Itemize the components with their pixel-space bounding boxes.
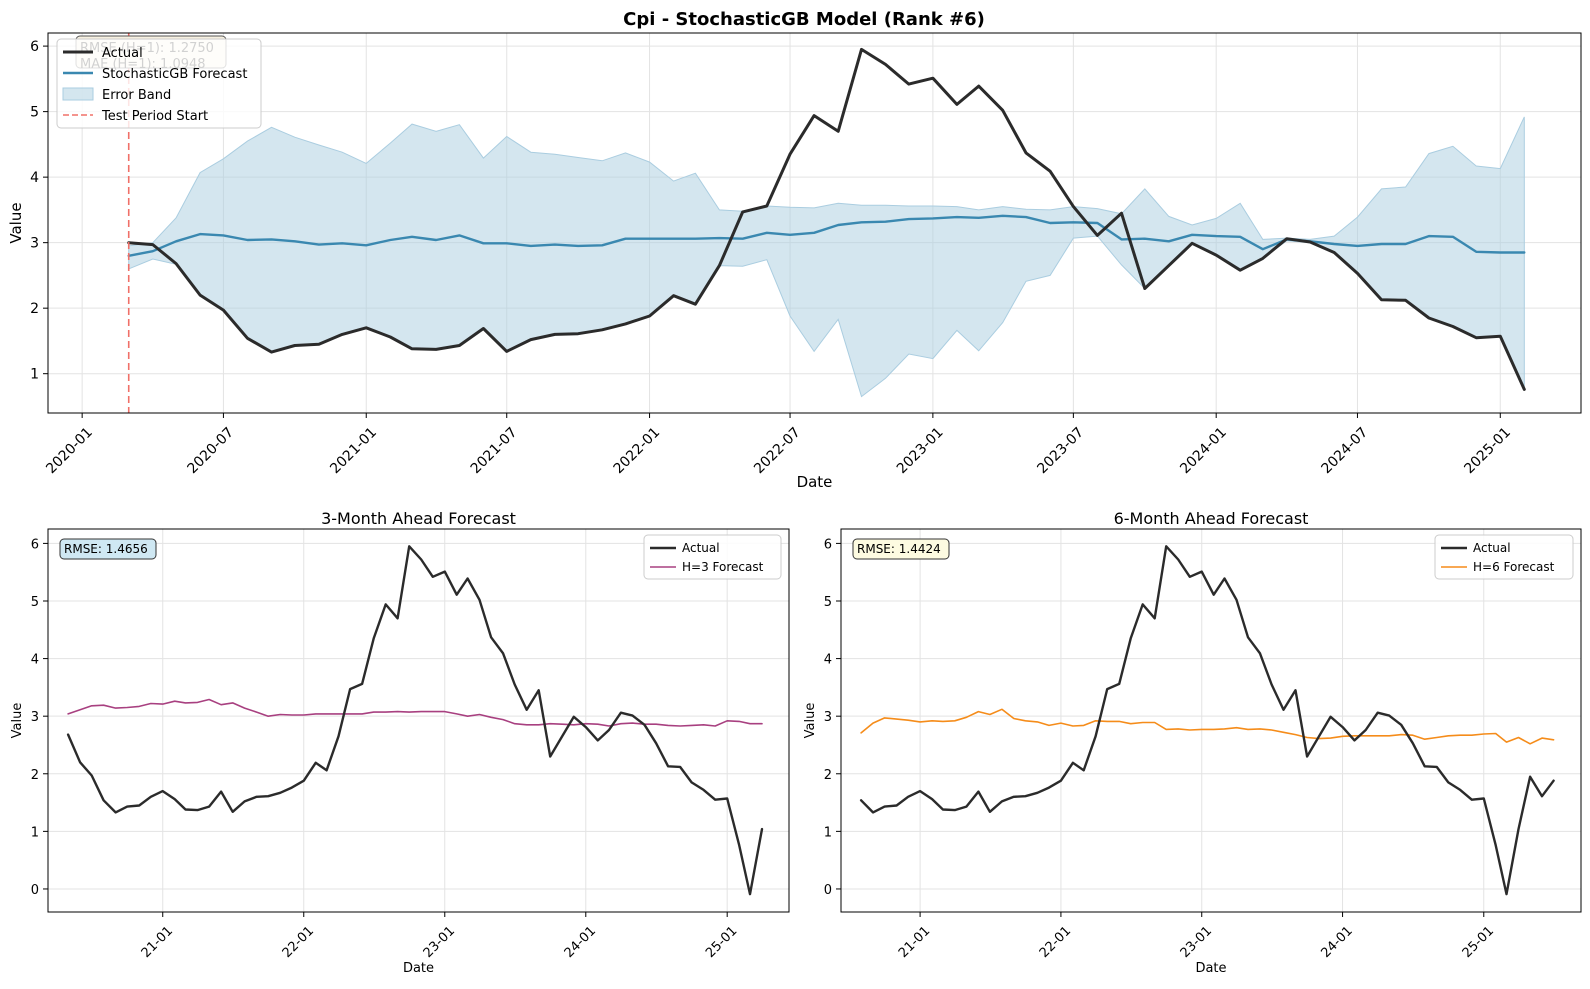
y-tick-label: 5	[30, 105, 39, 121]
figure-title: Cpi - StochasticGB Model (Rank #6)	[623, 9, 985, 30]
main-forecast-panel: 1 2 3 4 5 6 2020-01 2020-07 2021-01 2021-07 2022-0…	[7, 32, 1582, 491]
legend-label: StochasticGB Forecast	[102, 67, 247, 82]
x-tick-label: 25-01	[1460, 924, 1497, 961]
legend-box	[1434, 534, 1574, 580]
x-tick-label: 2024-01	[1177, 424, 1230, 477]
legend-label: Actual	[102, 46, 143, 61]
plot-frame	[840, 528, 1582, 913]
y-tick-label: 6	[31, 537, 39, 552]
legend-label: Error Band	[102, 88, 171, 103]
x-tick-label: 24-01	[1319, 924, 1356, 961]
rmse-annotation-text: RMSE: 1.4424	[857, 542, 941, 556]
y-tick-label: 5	[31, 595, 39, 610]
x-tick-label: 24-01	[562, 924, 599, 961]
subplot-title: 3-Month Ahead Forecast	[321, 509, 516, 528]
plot-frame	[47, 528, 790, 913]
rmse-annotation-box	[852, 538, 950, 560]
y-tick-label: 3	[824, 710, 832, 725]
y-tick-label: 2	[824, 768, 832, 783]
y-tick-label: 1	[824, 825, 832, 840]
y-tick-label: 1	[30, 367, 39, 383]
y-axis-label: Value	[10, 703, 25, 739]
x-tick-label: 2020-01	[43, 424, 96, 477]
y-tick-label: 2	[31, 768, 39, 783]
y-tick-label: 4	[30, 170, 39, 186]
legend-label: Actual	[682, 541, 720, 555]
y-axis-label: Value	[803, 703, 818, 739]
legend-box	[643, 534, 782, 580]
legend-swatch	[62, 87, 94, 101]
x-tick-label: 2022-01	[611, 424, 664, 477]
x-tick-label: 21-01	[139, 924, 176, 961]
y-tick-label: 5	[824, 595, 832, 610]
y-tick-label: 1	[31, 825, 39, 840]
x-tick-label: 23-01	[1178, 924, 1215, 961]
legend-label: H=6 Forecast	[1473, 560, 1555, 574]
y-tick-label: 2	[30, 301, 39, 317]
forecast-series-line	[67, 698, 763, 727]
y-tick-label: 4	[31, 653, 39, 668]
y-tick-label: 4	[824, 653, 832, 668]
x-axis-label: Date	[403, 961, 434, 976]
y-tick-label: 0	[824, 883, 832, 898]
rmse-annotation-box	[59, 538, 157, 560]
actual-series-line	[127, 47, 1526, 391]
x-axis-label: Date	[797, 473, 833, 491]
subplot-title: 6-Month Ahead Forecast	[1114, 509, 1309, 528]
x-tick-label: 2020-07	[185, 424, 238, 477]
legend-label: Actual	[1473, 541, 1511, 555]
x-tick-label: 25-01	[703, 924, 740, 961]
actual-series-line	[859, 545, 1555, 896]
y-axis-label: Value	[7, 202, 25, 243]
x-tick-label: 2021-01	[327, 424, 380, 477]
y-tick-label: 3	[30, 236, 39, 252]
error-band	[128, 116, 1525, 398]
y-tick-label: 0	[31, 883, 39, 898]
rmse-annotation-text: RMSE: 1.4656	[64, 542, 148, 556]
h3-forecast-panel: 0 1 2 3 4 5 6 21-01 22-01 23-01 24-01 25-01 Date Valu…	[10, 509, 790, 976]
x-tick-label: 2023-07	[1034, 424, 1087, 477]
x-tick-label: 21-01	[896, 924, 933, 961]
h6-forecast-panel: 0 1 2 3 4 5 6 21-01 22-01 23-01 24-01 25-01 Date Valu…	[803, 509, 1582, 976]
forecast-series-line	[860, 708, 1555, 745]
y-tick-label: 6	[824, 537, 832, 552]
x-axis-label: Date	[1195, 961, 1226, 976]
x-tick-label: 2022-07	[751, 424, 804, 477]
legend-label: Test Period Start	[101, 109, 208, 124]
x-tick-label: 2023-01	[894, 424, 947, 477]
y-tick-label: 6	[30, 39, 39, 55]
legend-label: H=3 Forecast	[682, 560, 764, 574]
plot-frame	[47, 32, 1582, 414]
y-tick-label: 3	[31, 710, 39, 725]
x-tick-label: 23-01	[421, 924, 458, 961]
x-tick-label: 2024-07	[1319, 424, 1372, 477]
x-tick-label: 2021-07	[468, 424, 521, 477]
legend-box	[56, 38, 262, 129]
actual-series-line	[66, 545, 764, 896]
x-tick-label: 2025-01	[1461, 424, 1514, 477]
x-tick-label: 22-01	[280, 924, 317, 961]
x-tick-label: 22-01	[1037, 924, 1074, 961]
